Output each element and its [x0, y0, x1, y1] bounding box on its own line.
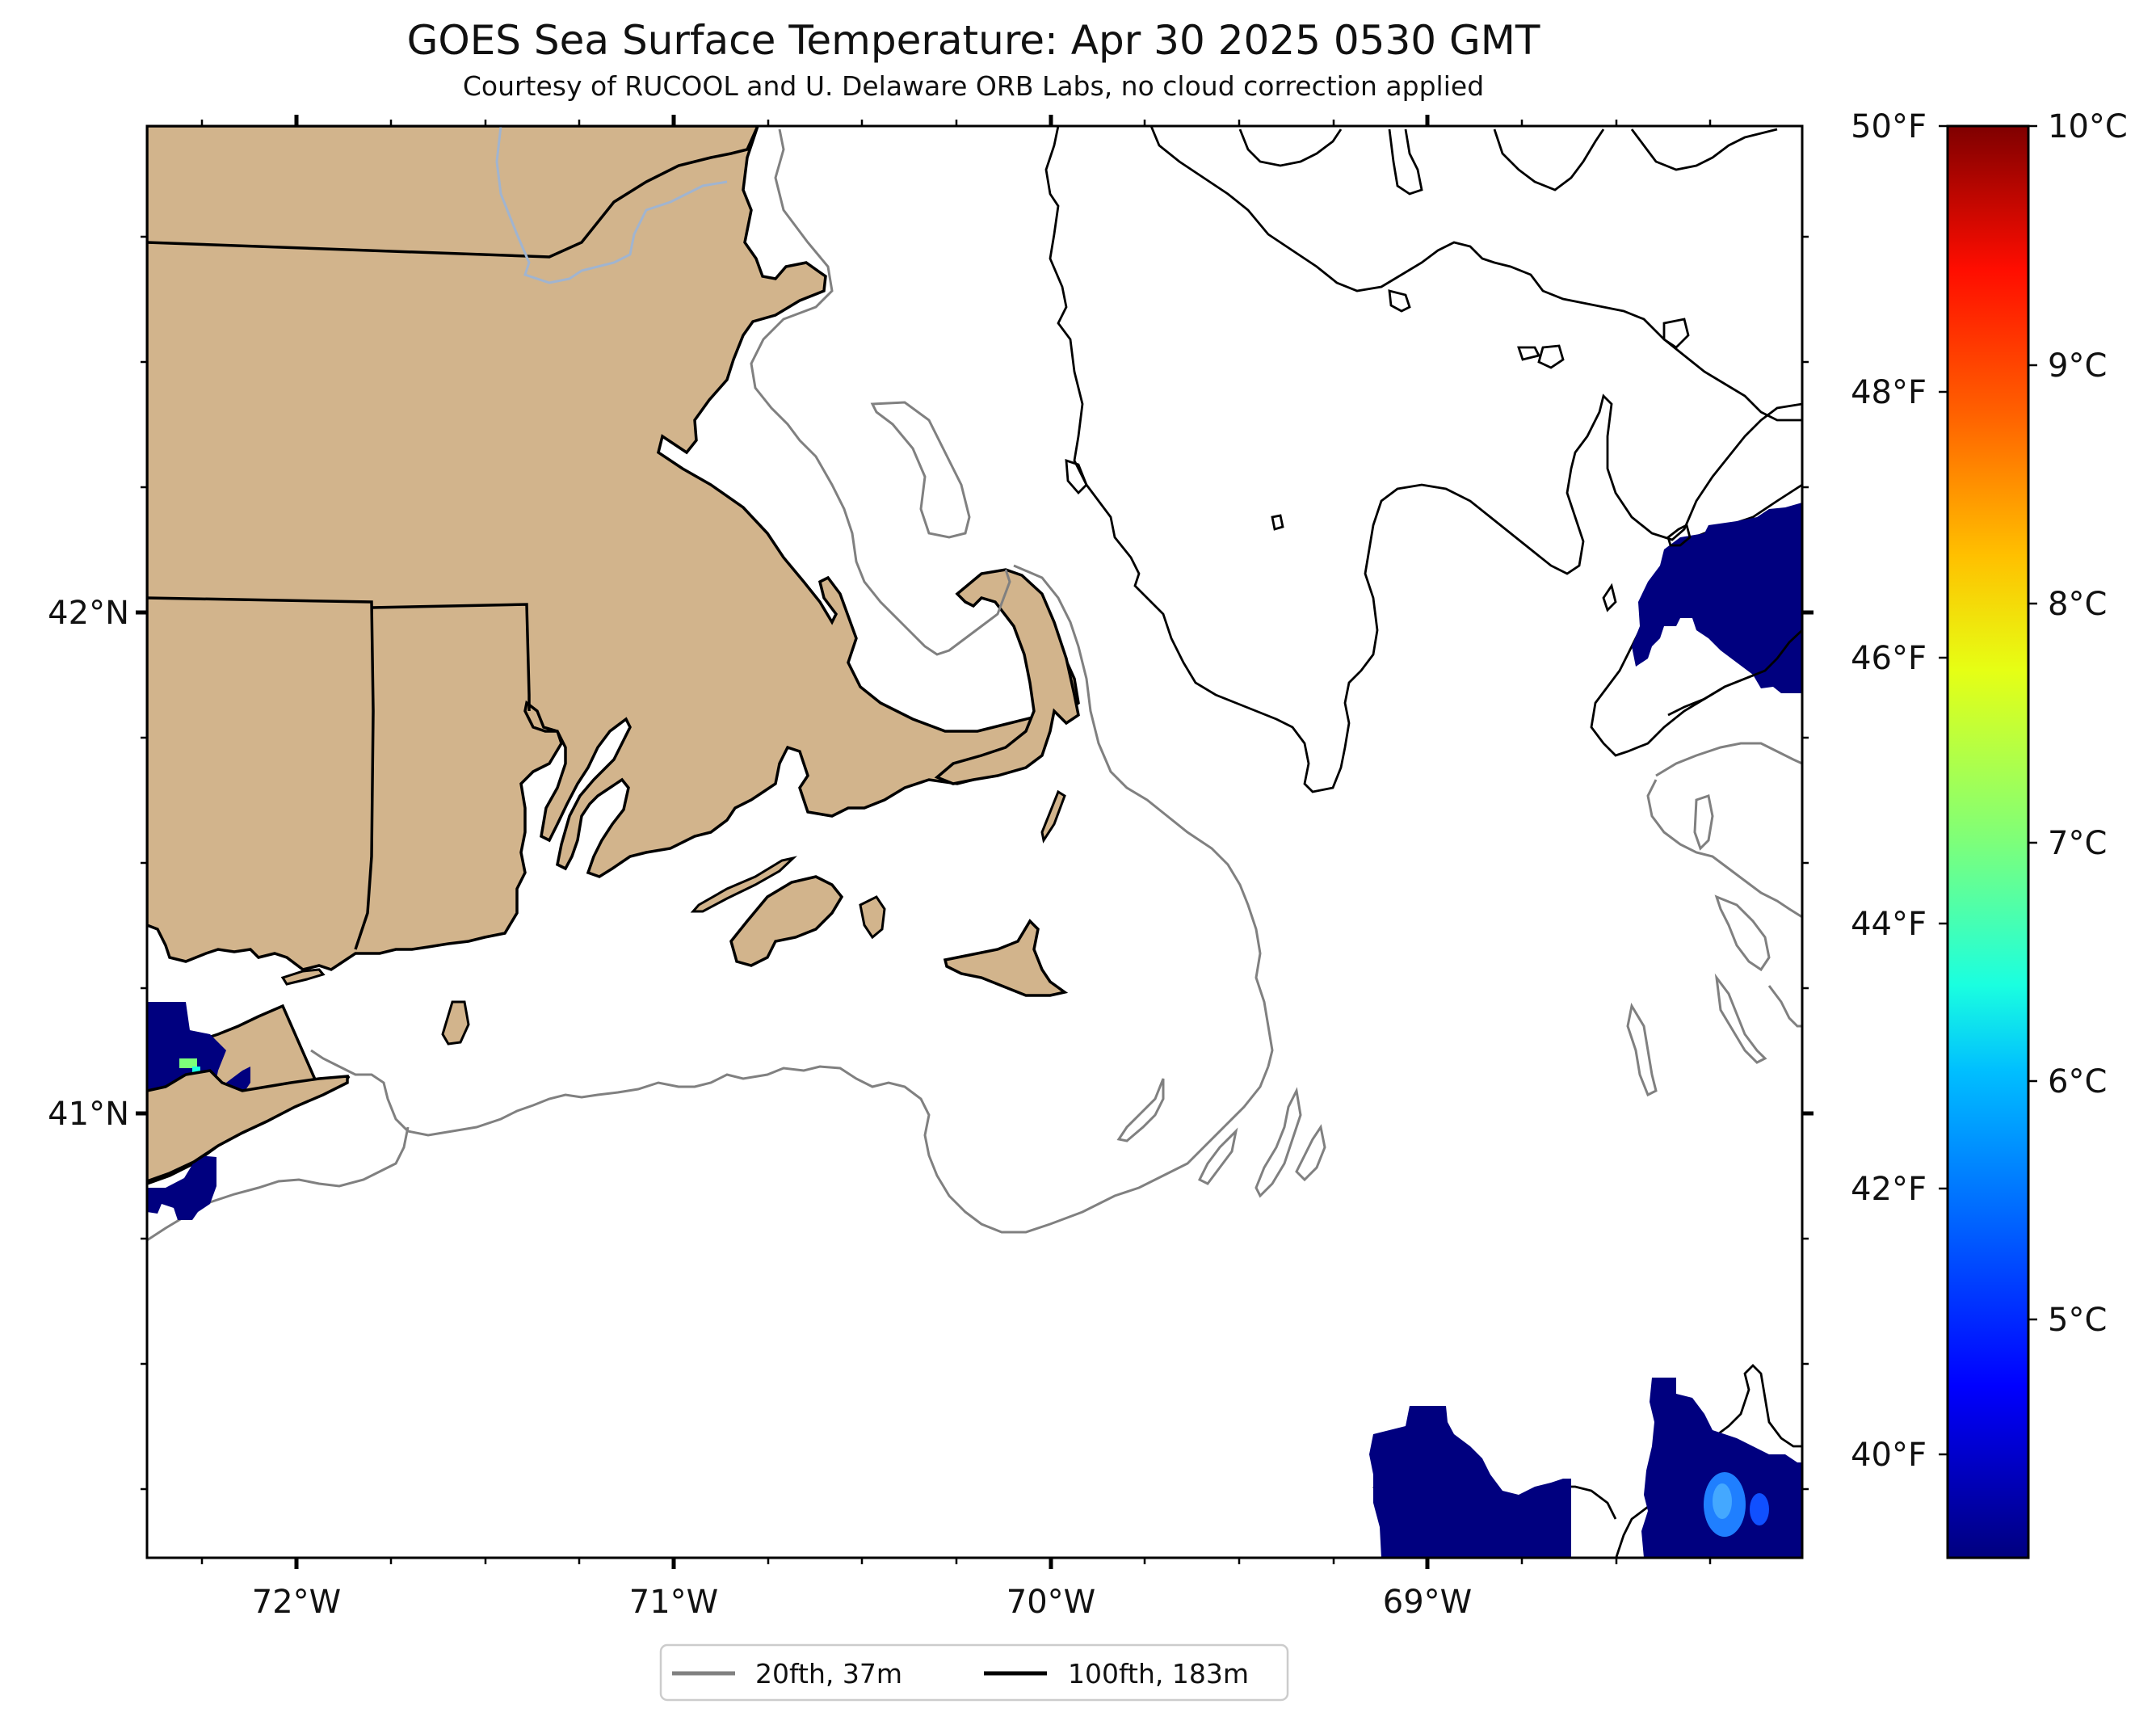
- lat-label-41n: 41°N: [48, 1096, 129, 1133]
- legend-box: [659, 1643, 1289, 1702]
- map-panel: [147, 126, 1802, 1558]
- lon-label-72w: 72°W: [252, 1584, 341, 1621]
- sst-patch-west-south: [147, 1155, 216, 1220]
- map-subtitle: Courtesy of RUCOOL and U. Delaware ORB L…: [463, 70, 1484, 102]
- legend: 20fth, 37m 100fth, 183m: [659, 1643, 1289, 1702]
- nantucket: [943, 919, 1069, 997]
- monomoy-island: [1040, 789, 1066, 844]
- colorbar: 50°F 48°F 46°F 44°F 42°F 40°F 10°C 9°C 8…: [1851, 108, 2128, 1559]
- sst-data-patches: [147, 503, 1802, 1558]
- colorbar-f-label-40: 40°F: [1851, 1437, 1927, 1474]
- lat-major-ticks: [136, 610, 1813, 1116]
- legend-label-100fth: 100fth, 183m: [1068, 1658, 1249, 1689]
- long-island-shore-overlay: [147, 1069, 349, 1183]
- sst-warm-spot-southeast-core: [1713, 1483, 1732, 1519]
- colorbar-c-label-5: 5°C: [2048, 1302, 2107, 1339]
- contour-100fth-overlay: [1666, 523, 1802, 717]
- colorbar-c-label-9: 9°C: [2048, 347, 2107, 385]
- state-border-nh-ma: [147, 126, 759, 259]
- colorbar-c-label-7: 7°C: [2048, 825, 2107, 862]
- colorbar-f-label-44: 44°F: [1851, 906, 1927, 943]
- map-title: GOES Sea Surface Temperature: Apr 30 202…: [407, 17, 1540, 64]
- colorbar-gradient: [1946, 124, 2030, 1559]
- lon-label-71w: 71°W: [629, 1584, 718, 1621]
- colorbar-f-label-50: 50°F: [1851, 108, 1927, 145]
- block-island: [441, 1000, 470, 1046]
- sst-patch-northeast: [1632, 503, 1802, 693]
- merrimack-river: [495, 126, 728, 284]
- colorbar-f-label-46: 46°F: [1851, 640, 1927, 677]
- colorbar-c-label-6: 6°C: [2048, 1063, 2107, 1100]
- chappaquiddick: [859, 895, 886, 940]
- lon-label-70w: 70°W: [1007, 1584, 1095, 1621]
- legend-label-20fth: 20fth, 37m: [755, 1658, 902, 1689]
- lat-label-42n: 42°N: [48, 595, 129, 632]
- state-border-ct-ma: [147, 596, 375, 950]
- sst-patch-south: [1369, 1406, 1571, 1558]
- colorbar-c-label-10: 10°C: [2048, 108, 2128, 145]
- colorbar-f-label-48: 48°F: [1851, 374, 1927, 411]
- mainland-new-england: [147, 126, 1080, 971]
- lon-major-ticks: [294, 115, 1430, 1569]
- state-border-ct-ri: [371, 603, 531, 711]
- lon-label-69w: 69°W: [1383, 1584, 1472, 1621]
- colorbar-c-label-8: 8°C: [2048, 586, 2107, 623]
- sst-green-pixel: [179, 1058, 197, 1068]
- colorbar-f-ticks: [1939, 124, 1948, 1456]
- colorbar-c-ticks: [2028, 124, 2037, 1321]
- cape-cod: [934, 568, 1080, 785]
- sst-warm-spot-southeast-edge: [1750, 1493, 1769, 1525]
- map-frame: [145, 124, 1804, 1559]
- colorbar-f-label-42: 42°F: [1851, 1171, 1927, 1208]
- sst-cyan-pixel: [192, 1067, 200, 1076]
- contour-20fth: [147, 128, 1802, 1242]
- fishers-island: [280, 968, 326, 986]
- lon-minor-ticks: [200, 120, 1712, 1564]
- elizabeth-islands: [690, 856, 797, 913]
- lat-minor-ticks: [141, 235, 1809, 1491]
- marthas-vineyard: [729, 875, 844, 967]
